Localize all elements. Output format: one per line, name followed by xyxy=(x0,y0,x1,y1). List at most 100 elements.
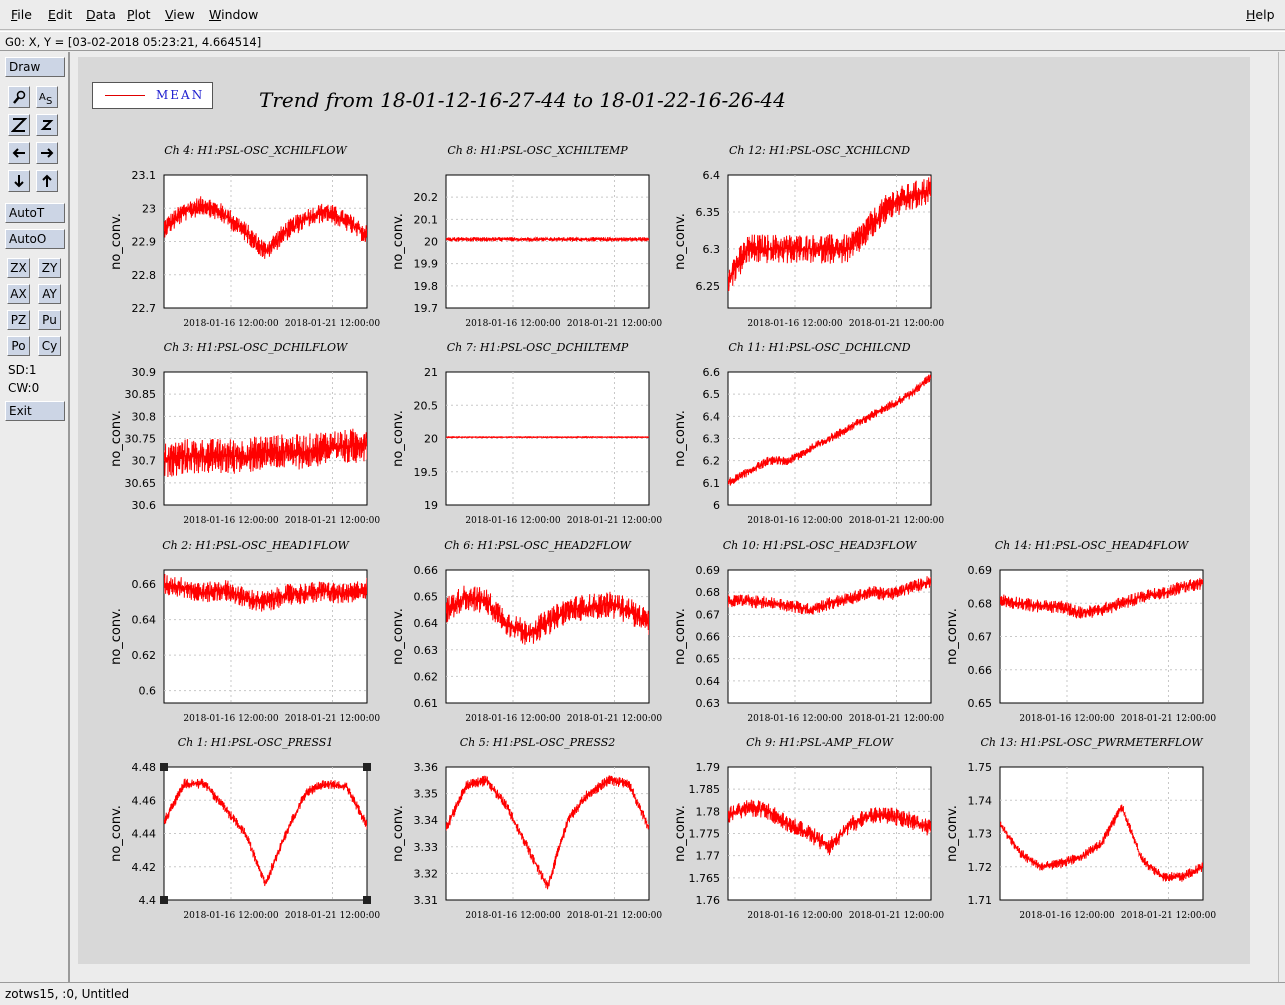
series-line xyxy=(728,799,931,856)
y-tick-label: 6.6 xyxy=(703,366,721,379)
chart-panel-2: Ch 8: H1:PSL-OSC_XCHILTEMP 20.2 20.1 20 19.9… xyxy=(391,144,662,329)
y-tick-label: 0.68 xyxy=(696,586,721,599)
y-tick-label: 21 xyxy=(424,366,438,379)
y-axis-label: no_conv. xyxy=(673,608,688,665)
chart-panel-14: Ch 13: H1:PSL-OSC_PWRMETERFLOW 1.75 1.74 1.… xyxy=(945,736,1216,921)
pu-button[interactable]: Pu xyxy=(38,310,61,330)
y-tick-label: 6.2 xyxy=(703,455,721,468)
y-tick-label: 0.65 xyxy=(968,697,993,710)
y-tick-label: 22.9 xyxy=(132,236,157,249)
menu-data[interactable]: Data xyxy=(86,7,116,22)
y-tick-label: 4.42 xyxy=(132,861,157,874)
selection-handle xyxy=(363,896,371,904)
pan-right-button[interactable] xyxy=(36,142,58,164)
y-tick-label: 20.2 xyxy=(414,191,439,204)
chart-panel-3: Ch 12: H1:PSL-OSC_XCHILCND 6.4 6.35 6.3 6.25… xyxy=(673,144,944,329)
x-tick-label: 2018-01-16 12:00:00 xyxy=(1019,911,1114,921)
menu-edit[interactable]: Edit xyxy=(48,7,73,22)
chart-title: Ch 1: H1:PSL-OSC_PRESS1 xyxy=(178,736,334,749)
legend[interactable]: MEAN xyxy=(92,82,213,109)
y-tick-label: 0.69 xyxy=(696,564,721,577)
selection-handle xyxy=(363,763,371,771)
draw-button[interactable]: Draw xyxy=(5,57,65,77)
y-tick-label: 4.4 xyxy=(139,894,157,907)
svg-text:S: S xyxy=(46,96,52,105)
chart-title: Ch 10: H1:PSL-OSC_HEAD3FLOW xyxy=(723,539,918,552)
menu-file[interactable]: File xyxy=(11,7,32,22)
zy-button[interactable]: ZY xyxy=(38,258,61,278)
menu-window[interactable]: Window xyxy=(209,7,259,22)
x-tick-label: 2018-01-16 12:00:00 xyxy=(747,911,842,921)
x-tick-label: 2018-01-21 12:00:00 xyxy=(285,911,380,921)
y-axis-label: no_conv. xyxy=(945,805,960,862)
series-line xyxy=(164,573,367,612)
y-axis-label: no_conv. xyxy=(673,805,688,862)
series-line xyxy=(446,775,649,890)
x-tick-label: 2018-01-21 12:00:00 xyxy=(849,714,944,724)
y-tick-label: 6.5 xyxy=(703,388,721,401)
y-tick-label: 1.76 xyxy=(696,894,721,907)
auto-t-button[interactable]: AutoT xyxy=(5,203,65,223)
x-tick-label: 2018-01-21 12:00:00 xyxy=(567,911,662,921)
menu-help[interactable]: Help xyxy=(1246,7,1275,22)
zoom-large-button[interactable] xyxy=(8,114,30,136)
series-line xyxy=(728,374,931,486)
y-tick-label: 30.8 xyxy=(132,410,157,423)
series-line xyxy=(164,196,367,259)
pan-up-button[interactable] xyxy=(36,170,58,192)
y-tick-label: 0.61 xyxy=(414,697,439,710)
pan-left-button[interactable] xyxy=(8,142,30,164)
x-tick-label: 2018-01-16 12:00:00 xyxy=(465,319,560,329)
y-tick-label: 0.6 xyxy=(139,685,157,698)
y-tick-label: 19.9 xyxy=(414,258,439,271)
x-tick-label: 2018-01-16 12:00:00 xyxy=(183,319,278,329)
x-tick-label: 2018-01-16 12:00:00 xyxy=(747,319,842,329)
y-tick-label: 1.78 xyxy=(696,805,721,818)
pz-button[interactable]: PZ xyxy=(7,310,30,330)
menu-plot[interactable]: Plot xyxy=(127,7,151,22)
y-tick-label: 1.74 xyxy=(968,794,993,807)
y-tick-label: 1.72 xyxy=(968,861,993,874)
menu-view[interactable]: View xyxy=(165,7,195,22)
po-button[interactable]: Po xyxy=(7,336,30,356)
series-line xyxy=(164,778,367,887)
magnify-tool-button[interactable] xyxy=(8,86,30,108)
plot-area xyxy=(445,569,650,704)
y-tick-label: 0.68 xyxy=(968,597,993,610)
y-tick-label: 3.34 xyxy=(414,814,439,827)
y-tick-label: 6.1 xyxy=(703,477,721,490)
y-tick-label: 1.785 xyxy=(689,783,721,796)
ay-button[interactable]: AY xyxy=(38,284,61,304)
y-tick-label: 0.67 xyxy=(968,631,993,644)
y-tick-label: 1.77 xyxy=(696,850,721,863)
y-tick-label: 3.31 xyxy=(414,894,439,907)
pan-down-button[interactable] xyxy=(8,170,30,192)
y-tick-label: 3.35 xyxy=(414,788,439,801)
y-tick-label: 0.64 xyxy=(132,614,157,627)
y-tick-label: 23.1 xyxy=(132,169,157,182)
y-tick-label: 6 xyxy=(713,499,720,512)
zx-button[interactable]: ZX xyxy=(7,258,30,278)
auto-o-button[interactable]: AutoO xyxy=(5,229,65,249)
x-tick-label: 2018-01-21 12:00:00 xyxy=(1121,911,1216,921)
ax-button[interactable]: AX xyxy=(7,284,30,304)
chart-title: Ch 7: H1:PSL-OSC_DCHILTEMP xyxy=(447,341,629,354)
y-tick-label: 0.65 xyxy=(696,653,721,666)
cy-button[interactable]: Cy xyxy=(38,336,61,356)
y-axis-label: no_conv. xyxy=(109,213,124,270)
y-tick-label: 0.65 xyxy=(414,591,439,604)
exit-button[interactable]: Exit xyxy=(5,401,65,421)
y-tick-label: 3.36 xyxy=(414,761,439,774)
y-tick-label: 1.71 xyxy=(968,894,993,907)
y-tick-label: 0.66 xyxy=(414,564,439,577)
selection-handle xyxy=(160,763,168,771)
y-tick-label: 0.67 xyxy=(696,608,721,621)
y-axis-label: no_conv. xyxy=(391,805,406,862)
page-title: Trend from 18-01-12-16-27-44 to 18-01-22… xyxy=(259,88,786,112)
y-tick-label: 1.765 xyxy=(689,872,721,885)
zoom-small-button[interactable] xyxy=(36,114,58,136)
